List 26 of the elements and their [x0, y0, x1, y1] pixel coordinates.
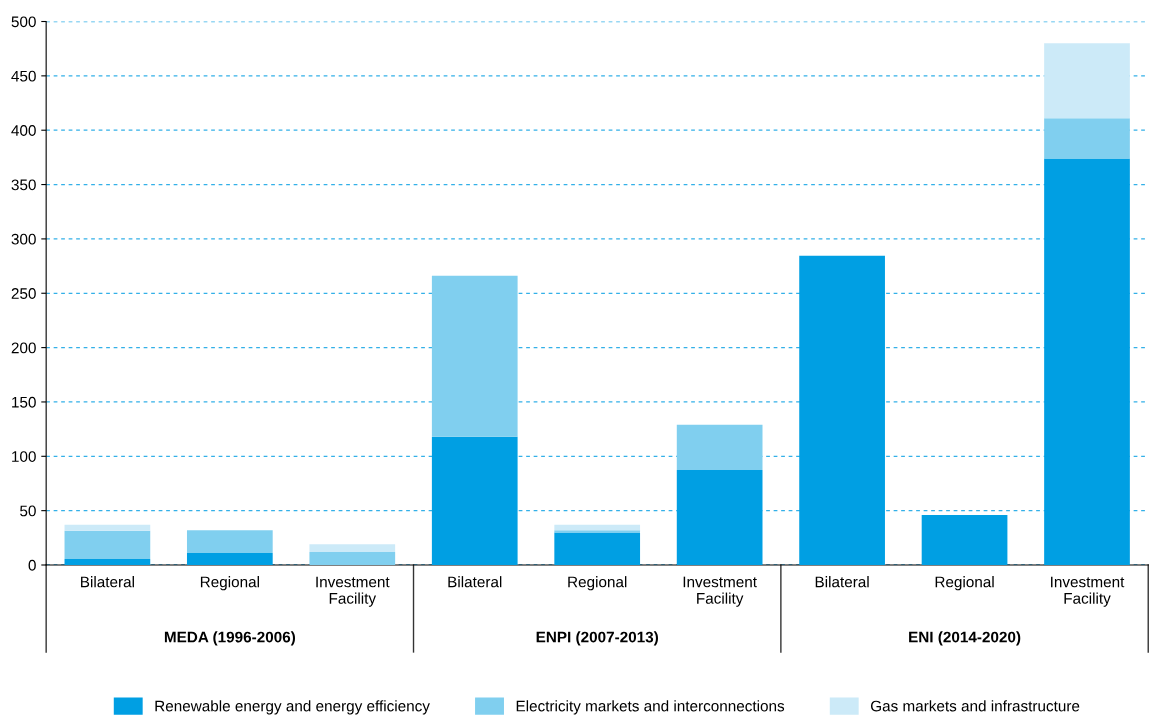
y-tick-label: 300	[11, 233, 36, 245]
x-tick-label: Regional	[568, 576, 627, 591]
y-tick-label: 0	[28, 559, 36, 571]
y-tick-label: 400	[11, 125, 36, 136]
x-tick-label: Regional	[200, 576, 259, 591]
y-tick-label: 500	[11, 16, 36, 28]
x-tick-label: Regional	[935, 576, 994, 591]
text: ENI (2014-2020)	[909, 631, 1021, 646]
y-tick-label: 200	[11, 342, 36, 354]
x-tick-label: Investment Facility	[1051, 576, 1125, 607]
x-tick-label: Investment Facility	[683, 576, 757, 607]
y-tick-label: 150	[12, 396, 36, 408]
y-tick-label: 100	[12, 451, 36, 462]
y-tick-label: 450	[11, 70, 36, 82]
x-tick-label: Bilateral	[448, 576, 502, 588]
x-tick-label: Bilateral	[81, 576, 134, 588]
y-tick-label: 50	[20, 505, 36, 517]
x-tick-label: Bilateral	[815, 576, 869, 588]
y-tick-label: 250	[11, 288, 36, 299]
y-tick-label: 350	[11, 179, 36, 191]
legend-label: Electricity markets and interconnections	[516, 700, 785, 715]
x-tick-label: Investment Facility	[316, 576, 390, 607]
text: MEDA (1996-2006)	[164, 631, 296, 646]
text: ENPI (2007-2013)	[536, 631, 659, 646]
legend-label: Gas markets and infrastructure	[870, 700, 1080, 712]
legend-label: Renewable energy and energy efficiency	[155, 700, 430, 715]
